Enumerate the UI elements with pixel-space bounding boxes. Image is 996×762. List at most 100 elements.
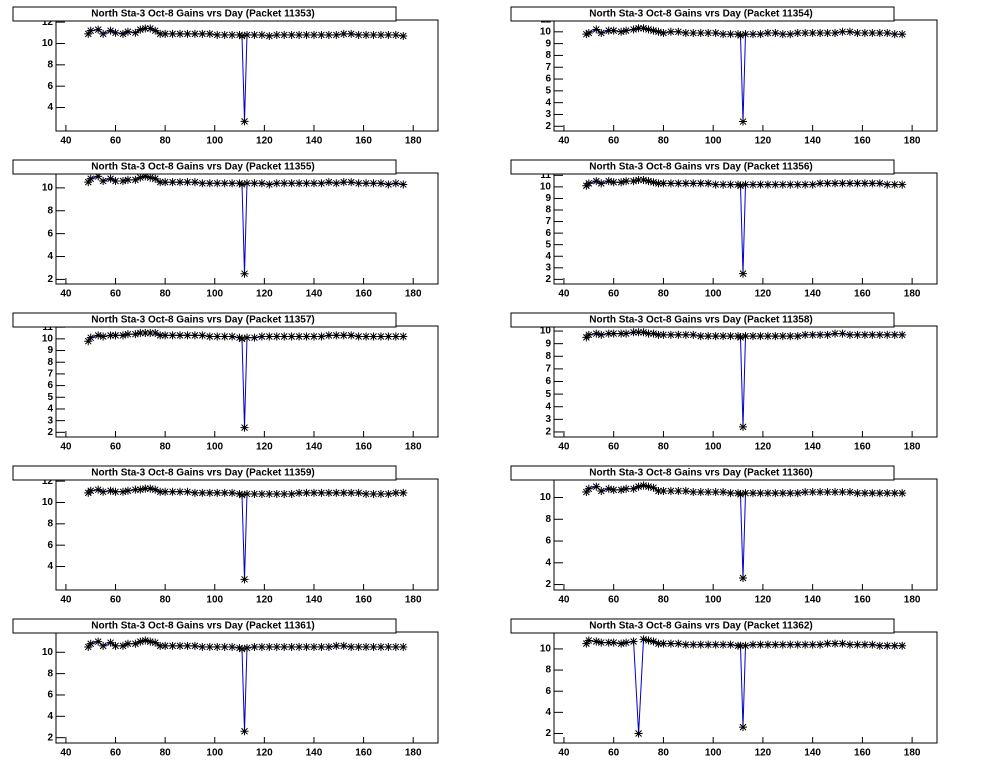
marker xyxy=(674,179,683,188)
x-tick-label: 80 xyxy=(658,748,670,759)
marker xyxy=(243,333,251,342)
marker xyxy=(748,640,757,649)
marker xyxy=(883,641,892,650)
marker xyxy=(617,329,626,338)
marker xyxy=(584,636,593,645)
marker xyxy=(838,27,847,36)
marker xyxy=(198,331,207,340)
marker xyxy=(831,179,840,188)
marker xyxy=(659,486,668,495)
marker xyxy=(272,642,281,651)
marker xyxy=(123,330,132,339)
marker xyxy=(243,489,251,498)
marker xyxy=(168,641,177,650)
marker xyxy=(739,574,748,583)
marker xyxy=(190,331,199,340)
x-tick-label: 160 xyxy=(355,748,372,759)
x-tick-label: 80 xyxy=(658,289,670,300)
marker xyxy=(118,641,127,650)
marker xyxy=(205,642,214,651)
marker xyxy=(674,27,683,36)
y-tick-label: 10 xyxy=(42,497,54,508)
marker xyxy=(376,179,385,188)
marker xyxy=(111,177,120,186)
panel: 40 60 80 100 120 140 160 180 2 4 6 8 10 North Sta-3 O… xyxy=(12,618,439,759)
x-tick-label: 100 xyxy=(206,289,223,300)
marker xyxy=(654,179,663,188)
marker xyxy=(369,489,378,498)
marker xyxy=(860,489,869,498)
marker xyxy=(736,490,745,499)
marker xyxy=(362,642,371,651)
data-line xyxy=(87,175,404,274)
marker xyxy=(719,488,728,497)
marker xyxy=(654,639,663,648)
marker xyxy=(198,29,207,38)
marker xyxy=(287,489,296,498)
marker xyxy=(860,640,869,649)
y-tick-label: 4 xyxy=(545,251,551,262)
marker xyxy=(597,28,606,37)
marker xyxy=(592,637,601,646)
title-box xyxy=(510,312,895,328)
marker xyxy=(875,179,884,188)
y-tick-label: 11 xyxy=(540,170,551,181)
y-tick-label: 10 xyxy=(540,492,552,503)
marker xyxy=(890,641,899,650)
x-tick-label: 100 xyxy=(705,748,722,759)
marker xyxy=(183,331,192,340)
marker xyxy=(317,179,326,188)
marker xyxy=(272,489,281,498)
marker xyxy=(808,640,817,649)
data-line xyxy=(585,179,903,274)
marker xyxy=(198,179,207,188)
plot-area xyxy=(84,484,408,584)
marker xyxy=(106,26,115,35)
x-tick-label: 100 xyxy=(705,595,722,606)
marker xyxy=(739,117,748,126)
marker xyxy=(816,179,825,188)
y-tick-label: 6 xyxy=(47,690,53,701)
marker xyxy=(99,641,108,650)
marker xyxy=(190,641,199,650)
x-tick-label: 60 xyxy=(110,289,122,300)
marker xyxy=(168,178,177,187)
marker xyxy=(696,28,705,37)
title-box xyxy=(12,159,397,175)
y-tick-label: 7 xyxy=(545,364,551,375)
y-tick-label: 9 xyxy=(545,338,551,349)
title-box xyxy=(12,465,397,481)
marker xyxy=(161,178,170,187)
y-tick-label: 2 xyxy=(545,121,551,132)
marker xyxy=(156,641,165,650)
marker xyxy=(845,179,854,188)
marker xyxy=(860,28,869,37)
marker xyxy=(644,329,653,338)
marker xyxy=(238,334,247,343)
marker xyxy=(240,727,249,736)
marker xyxy=(118,331,127,340)
marker xyxy=(604,177,613,186)
marker xyxy=(689,179,698,188)
marker xyxy=(111,641,120,650)
marker xyxy=(823,330,832,339)
marker xyxy=(123,27,132,36)
marker xyxy=(250,642,259,651)
marker xyxy=(131,485,140,494)
chart-title: North Sta-3 Oct-8 Gains vrs Day (Packet … xyxy=(589,315,812,326)
plot-area xyxy=(84,173,408,278)
marker xyxy=(681,330,690,339)
marker xyxy=(734,30,743,39)
marker xyxy=(741,489,750,498)
marker xyxy=(235,179,244,188)
marker xyxy=(250,333,259,342)
marker xyxy=(86,26,95,35)
marker xyxy=(726,640,735,649)
y-tick-label: 5 xyxy=(545,85,551,96)
marker xyxy=(205,488,214,497)
marker xyxy=(771,332,780,341)
marker xyxy=(734,489,743,498)
y-tick-label: 5 xyxy=(47,392,53,403)
marker xyxy=(362,179,371,188)
marker xyxy=(324,488,333,497)
